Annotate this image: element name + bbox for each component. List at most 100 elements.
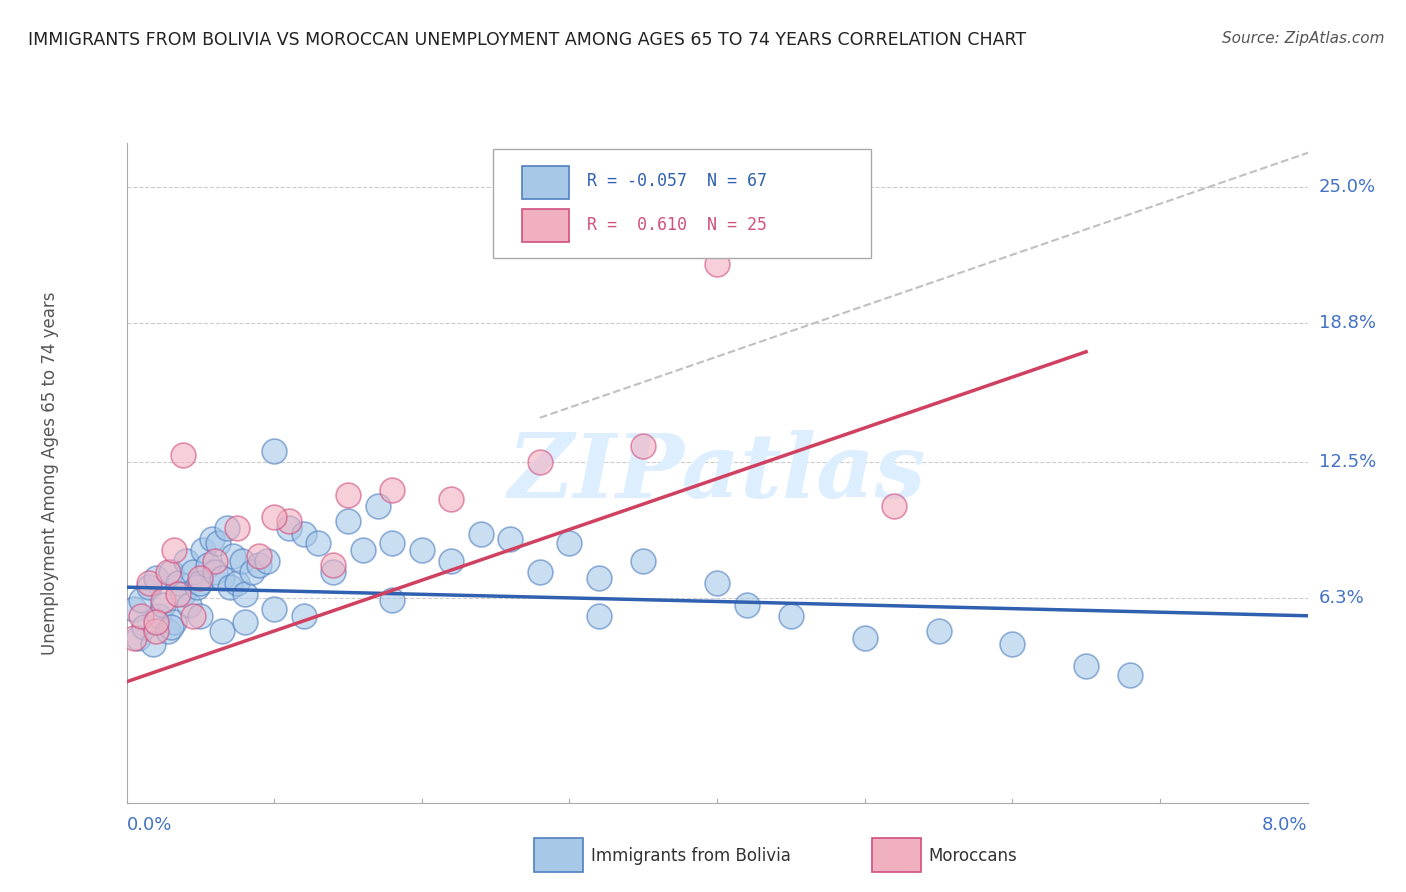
Point [193, 542, 215, 557]
Point [440, 492, 463, 507]
Point [204, 565, 226, 579]
Point [381, 483, 404, 498]
Point [159, 620, 183, 634]
Text: R = -0.057  N = 67: R = -0.057 N = 67 [588, 172, 768, 190]
Point [215, 521, 238, 535]
Point [292, 527, 315, 541]
Point [470, 527, 492, 541]
Point [352, 542, 374, 557]
Text: 25.0%: 25.0% [1319, 178, 1376, 195]
Point [122, 631, 145, 645]
Point [307, 536, 329, 550]
Point [167, 587, 190, 601]
Point [337, 514, 360, 528]
Point [440, 554, 463, 568]
Point [188, 608, 211, 623]
Text: 12.5%: 12.5% [1319, 453, 1376, 471]
Point [188, 571, 211, 585]
Point [928, 624, 950, 639]
Point [779, 608, 801, 623]
Point [1119, 668, 1142, 682]
Point [211, 571, 233, 585]
FancyBboxPatch shape [522, 166, 569, 199]
Point [588, 571, 610, 585]
Text: Unemployment Among Ages 65 to 74 years: Unemployment Among Ages 65 to 74 years [41, 291, 59, 655]
Point [226, 575, 249, 590]
Point [558, 536, 581, 550]
Point [706, 257, 728, 271]
Point [181, 608, 204, 623]
Point [499, 532, 522, 546]
Point [174, 554, 197, 568]
Point [167, 575, 190, 590]
Point [631, 439, 654, 453]
Point [163, 542, 186, 557]
Point [631, 554, 654, 568]
Point [145, 571, 167, 585]
Point [337, 488, 360, 502]
FancyBboxPatch shape [492, 149, 870, 259]
Point [588, 608, 610, 623]
Point [201, 532, 224, 546]
Point [145, 615, 167, 630]
Point [706, 575, 728, 590]
Text: ZIPatlas: ZIPatlas [509, 430, 925, 516]
Point [322, 558, 344, 573]
Point [152, 593, 174, 607]
Point [1076, 659, 1098, 673]
Point [156, 565, 179, 579]
Point [129, 608, 153, 623]
Point [122, 602, 145, 616]
Point [172, 448, 194, 462]
Point [222, 549, 245, 564]
Text: IMMIGRANTS FROM BOLIVIA VS MOROCCAN UNEMPLOYMENT AMONG AGES 65 TO 74 YEARS CORRE: IMMIGRANTS FROM BOLIVIA VS MOROCCAN UNEM… [28, 31, 1026, 49]
Point [156, 624, 179, 639]
Text: 6.3%: 6.3% [1319, 590, 1364, 607]
Point [186, 580, 208, 594]
Point [278, 514, 301, 528]
Point [233, 615, 256, 630]
Point [322, 565, 344, 579]
FancyBboxPatch shape [522, 209, 569, 242]
Point [263, 443, 285, 458]
Point [148, 608, 170, 623]
Point [263, 602, 285, 616]
Point [278, 521, 301, 535]
Point [735, 598, 758, 612]
Point [127, 631, 149, 645]
Text: 8.0%: 8.0% [1263, 816, 1308, 834]
Text: Immigrants from Bolivia: Immigrants from Bolivia [591, 847, 790, 865]
Point [292, 608, 315, 623]
Point [134, 620, 156, 634]
Text: Moroccans: Moroccans [928, 847, 1017, 865]
Point [177, 598, 200, 612]
Point [381, 593, 404, 607]
Point [211, 624, 233, 639]
Point [181, 565, 204, 579]
Point [129, 593, 153, 607]
Point [172, 587, 194, 601]
Point [218, 580, 242, 594]
Text: Source: ZipAtlas.com: Source: ZipAtlas.com [1222, 31, 1385, 46]
Point [529, 565, 551, 579]
Point [142, 637, 165, 651]
Point [256, 554, 278, 568]
Point [207, 536, 229, 550]
Point [138, 580, 160, 594]
Point [163, 615, 186, 630]
Text: R =  0.610  N = 25: R = 0.610 N = 25 [588, 216, 768, 235]
Point [231, 554, 253, 568]
Point [853, 631, 876, 645]
Point [411, 542, 433, 557]
Point [240, 565, 263, 579]
Point [247, 549, 270, 564]
Point [366, 499, 388, 513]
Point [152, 598, 174, 612]
Point [138, 575, 160, 590]
Point [529, 455, 551, 469]
Point [233, 587, 256, 601]
Point [883, 499, 905, 513]
Point [159, 565, 183, 579]
Point [197, 558, 219, 573]
Point [381, 536, 404, 550]
